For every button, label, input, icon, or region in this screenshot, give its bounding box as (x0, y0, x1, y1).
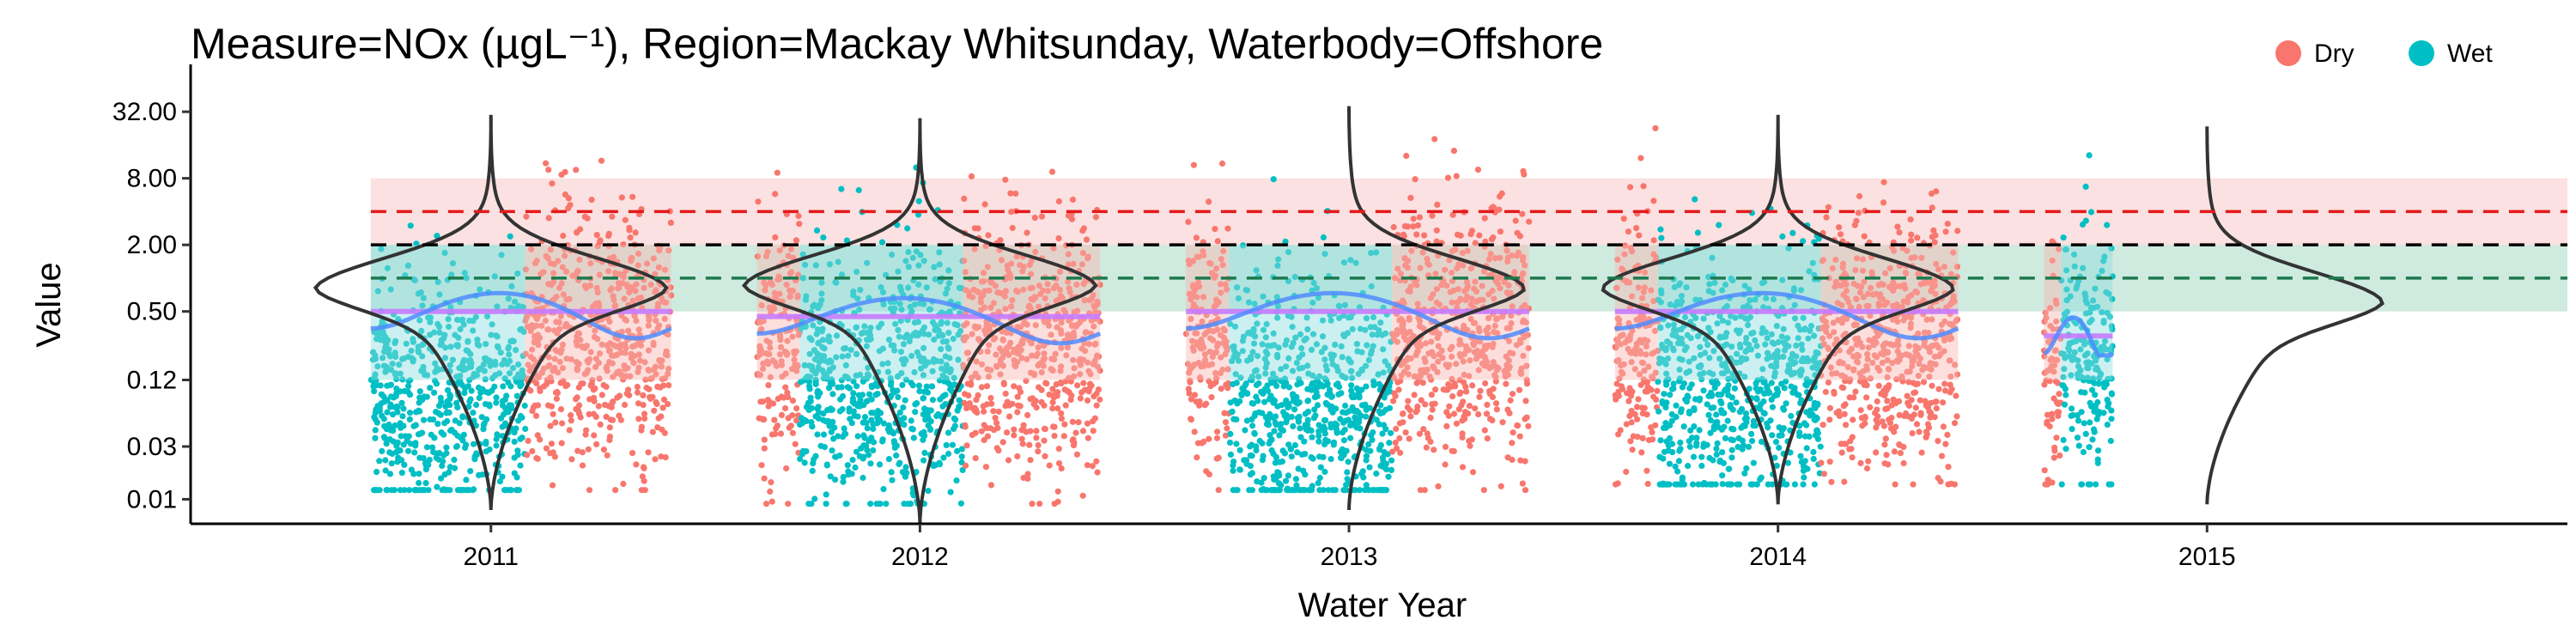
trend-line-2011 (370, 290, 672, 341)
season-band-layer (370, 245, 2115, 380)
points-2014-wet-1 (1655, 196, 1824, 488)
trend-line-2013 (1186, 290, 1530, 341)
x-tick-label-3: 2014 (1749, 543, 1807, 571)
reference-line-layer (370, 210, 2567, 280)
points-2015-wet-1 (2057, 152, 2116, 488)
chart-title: Measure=NOx (µgL⁻¹), Region=Mackay Whits… (191, 20, 1603, 68)
x-tick-label-1: 2012 (891, 543, 949, 571)
season-band-2015-0 (2044, 245, 2062, 380)
season-band-2015-1 (2061, 245, 2113, 380)
y-axis-title: Value (30, 262, 68, 347)
points-2012-wet-1 (797, 164, 966, 507)
legend-key-dry (2275, 40, 2301, 66)
points-2011-wet-0 (368, 222, 529, 494)
violin-2012 (741, 118, 1098, 525)
violin-2013 (1347, 106, 1526, 510)
x-tick-label-0: 2011 (463, 543, 519, 571)
trend-line-2012 (756, 295, 1102, 346)
y-tick-label-0: 32.00 (112, 98, 177, 126)
trend-line-2014 (1614, 290, 1959, 341)
x-tick-label-4: 2015 (2178, 543, 2236, 571)
axes-layer: 32.00 8.00 2.00 0.50 0.12 0.03 0.01 2011 2012 201… (112, 64, 2567, 571)
x-axis-title: Water Year (1298, 586, 1467, 624)
violin-layer (313, 106, 2385, 525)
legend: Dry Wet (2275, 39, 2493, 68)
x-tick-label-2: 2013 (1321, 543, 1378, 571)
y-tick-label-1: 8.00 (127, 165, 177, 193)
violin-2011 (313, 114, 669, 510)
y-tick-label-6: 0.01 (127, 485, 177, 513)
y-tick-label-5: 0.03 (127, 433, 177, 461)
legend-label-wet: Wet (2447, 39, 2493, 68)
y-tick-label-4: 0.12 (127, 366, 177, 394)
violin-2015 (2205, 126, 2385, 505)
y-tick-label-2: 2.00 (127, 231, 177, 259)
season-band-2012-1 (799, 245, 963, 380)
legend-key-wet (2409, 40, 2434, 66)
points-2013-wet-1 (1226, 176, 1395, 494)
violin-2014 (1601, 114, 1955, 505)
y-tick-label-3: 0.50 (127, 298, 177, 326)
legend-label-dry: Dry (2314, 39, 2354, 68)
trend-line-2015 (2043, 315, 2115, 358)
